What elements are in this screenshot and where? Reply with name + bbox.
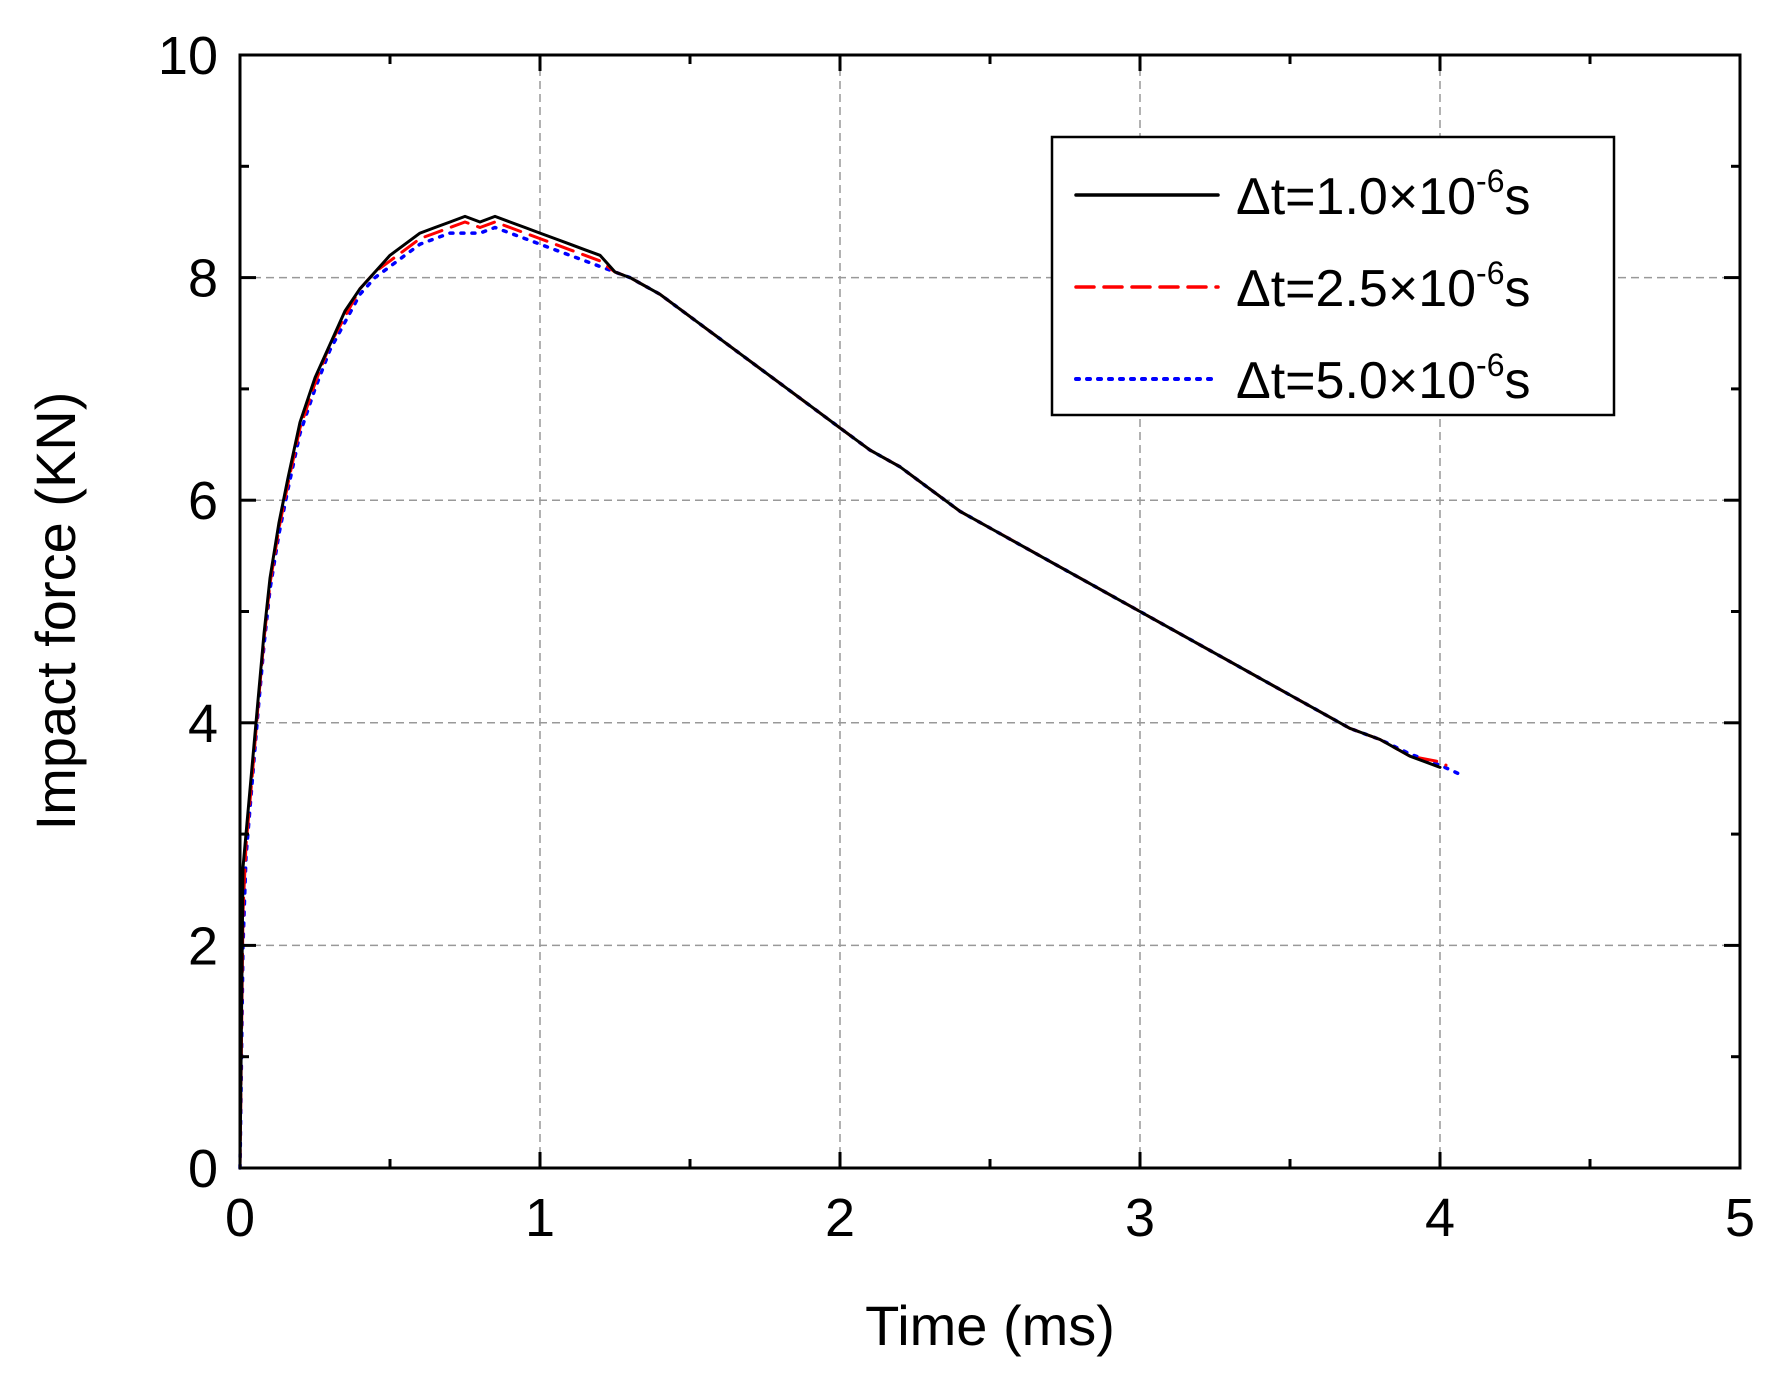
legend-label-1: Δt=1.0×10-6s: [1236, 163, 1531, 226]
y-tick-label: 6: [188, 471, 218, 531]
x-tick-label: 3: [1125, 1188, 1155, 1248]
x-tick-label: 0: [225, 1188, 255, 1248]
legend-label-2: Δt=2.5×10-6s: [1236, 255, 1531, 318]
legend: Δt=1.0×10-6s Δt=2.5×10-6s Δt=5.0×10-6s: [1050, 135, 1616, 417]
x-tick-label: 2: [825, 1188, 855, 1248]
x-axis-title: Time (ms): [865, 1294, 1115, 1357]
series-line-3: [238, 225, 1466, 1170]
x-tick-label: 5: [1725, 1188, 1755, 1248]
y-tick-label: 0: [188, 1139, 218, 1199]
ticks: [238, 53, 1742, 1170]
x-tick-label: 1: [525, 1188, 555, 1248]
y-tick-label: 4: [188, 694, 218, 754]
y-tick-label: 2: [188, 916, 218, 976]
legend-label-3: Δt=5.0×10-6s: [1236, 347, 1531, 410]
x-tick-label: 4: [1425, 1188, 1455, 1248]
y-axis-title: Impact force (KN): [24, 392, 87, 831]
y-tick-label: 10: [158, 26, 218, 86]
y-tick-label: 8: [188, 249, 218, 309]
series-line-1: [238, 214, 1442, 1170]
tick-labels: 0 1 2 3 4 5 0 2 4 6 8 10: [158, 26, 1755, 1248]
series-layer: [238, 214, 1466, 1170]
legend-box: [1050, 135, 1616, 417]
